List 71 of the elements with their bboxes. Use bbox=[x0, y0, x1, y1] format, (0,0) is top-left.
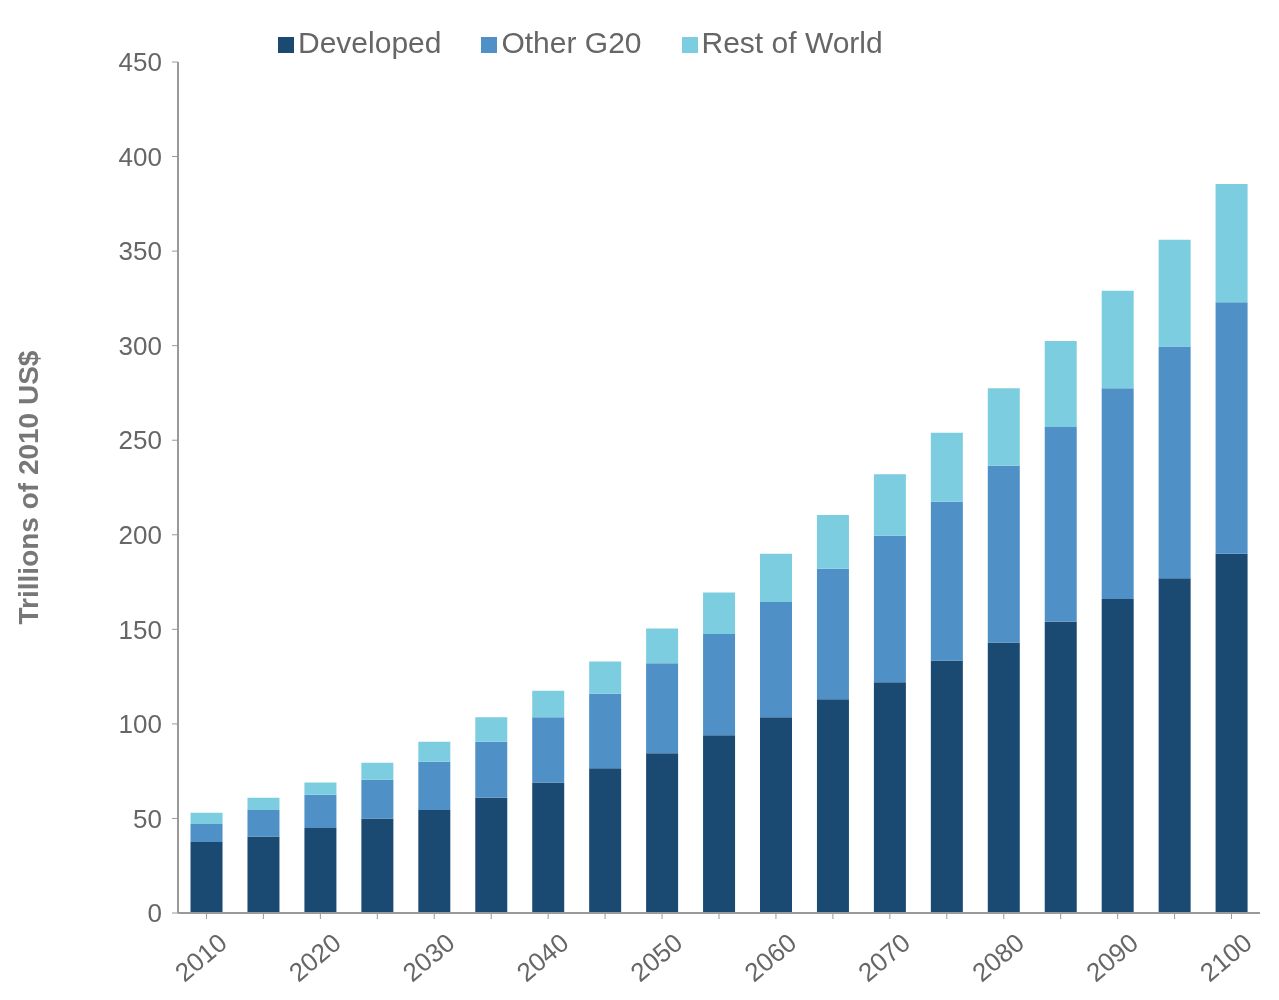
legend-label: Other G20 bbox=[501, 26, 642, 59]
bar bbox=[1044, 621, 1077, 913]
bar bbox=[190, 842, 223, 913]
bar bbox=[703, 634, 736, 736]
bar bbox=[1215, 553, 1248, 913]
bar bbox=[589, 768, 622, 913]
bar bbox=[1158, 346, 1191, 579]
bar bbox=[987, 642, 1020, 913]
bar bbox=[247, 836, 280, 913]
bar bbox=[247, 809, 280, 837]
bar bbox=[589, 693, 622, 769]
bar bbox=[304, 794, 337, 828]
y-tick-label: 400 bbox=[118, 141, 162, 172]
bar bbox=[1215, 302, 1248, 554]
bar bbox=[304, 782, 337, 795]
y-tick-label: 250 bbox=[118, 425, 162, 456]
y-tick-label: 0 bbox=[147, 898, 162, 929]
bar bbox=[475, 797, 508, 913]
bar bbox=[475, 741, 508, 798]
bar bbox=[646, 753, 679, 913]
bar bbox=[816, 514, 849, 569]
bar bbox=[1158, 239, 1191, 347]
bar bbox=[930, 432, 963, 502]
bar bbox=[703, 735, 736, 913]
bar bbox=[361, 818, 394, 913]
bar bbox=[1101, 599, 1134, 913]
bar bbox=[816, 568, 849, 700]
y-tick-label: 450 bbox=[118, 47, 162, 78]
bar bbox=[304, 827, 337, 913]
bar bbox=[418, 809, 451, 913]
bar bbox=[532, 782, 565, 913]
bar bbox=[475, 717, 508, 742]
bar bbox=[760, 717, 792, 913]
bar bbox=[646, 663, 679, 754]
legend-label: Rest of World bbox=[701, 26, 883, 59]
y-tick-label: 200 bbox=[118, 520, 162, 551]
y-tick-label: 50 bbox=[133, 803, 162, 834]
y-tick-label: 150 bbox=[118, 614, 162, 645]
bar bbox=[589, 661, 622, 694]
y-tick-label: 300 bbox=[118, 330, 162, 361]
bar bbox=[190, 812, 223, 825]
bar bbox=[760, 553, 792, 602]
bar bbox=[646, 628, 679, 664]
bar bbox=[873, 682, 906, 913]
bar bbox=[532, 690, 565, 718]
bar bbox=[816, 699, 849, 913]
bar bbox=[247, 797, 280, 810]
bar bbox=[1101, 388, 1134, 600]
bar bbox=[1158, 578, 1191, 913]
bar bbox=[703, 592, 736, 635]
bar bbox=[1101, 290, 1134, 389]
y-tick-label: 350 bbox=[118, 236, 162, 267]
bar bbox=[190, 824, 223, 843]
bar bbox=[418, 761, 451, 810]
bar bbox=[987, 465, 1020, 643]
bar bbox=[760, 601, 792, 718]
bar bbox=[930, 660, 963, 913]
bar bbox=[1215, 183, 1248, 303]
bar bbox=[1044, 340, 1077, 427]
bar bbox=[361, 779, 394, 819]
y-tick-label: 100 bbox=[118, 709, 162, 740]
bar bbox=[418, 741, 451, 762]
y-axis-title: Trillions of 2010 US$ bbox=[12, 350, 44, 625]
bar bbox=[987, 388, 1020, 466]
bar bbox=[532, 717, 565, 783]
bar bbox=[930, 501, 963, 661]
bar bbox=[1044, 426, 1077, 622]
bar bbox=[873, 535, 906, 683]
legend-label: Developed bbox=[298, 26, 442, 59]
bar bbox=[361, 762, 394, 780]
bar bbox=[873, 474, 906, 536]
